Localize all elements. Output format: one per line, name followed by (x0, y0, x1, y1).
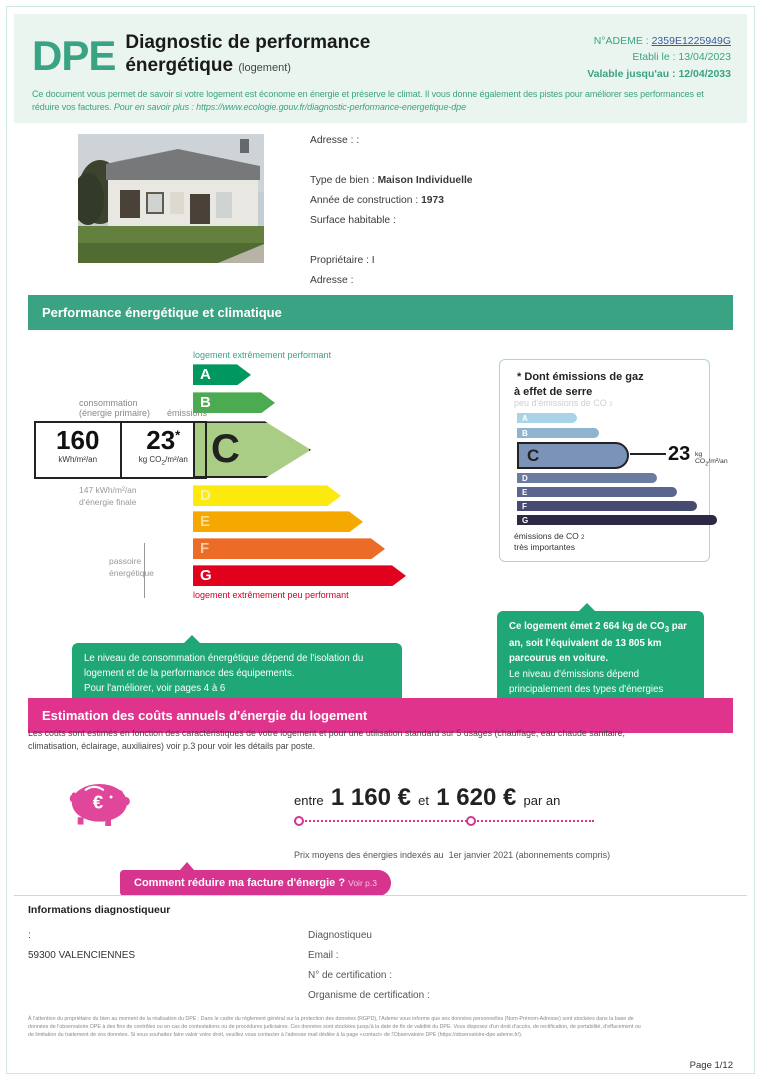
svg-text:€: € (93, 792, 104, 813)
